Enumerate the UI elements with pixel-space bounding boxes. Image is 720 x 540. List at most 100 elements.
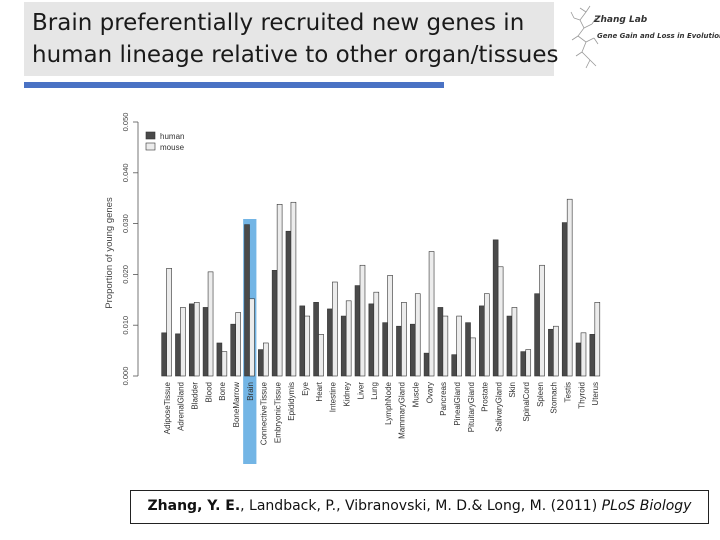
bar-human-Stomach — [548, 328, 554, 377]
bar-mouse-MammaryGland — [401, 302, 407, 377]
bar-mouse-Eye — [304, 315, 311, 377]
slide-title: Brain preferentially recruited new genes… — [32, 7, 559, 71]
x-tick-label: AdrenalGland — [177, 382, 186, 431]
bar-mouse-Heart — [318, 334, 324, 377]
bar-mouse-Pancreas — [442, 315, 449, 377]
x-tick-label: Heart — [315, 381, 324, 401]
bar-human-Uterus — [589, 334, 596, 377]
citation-rest: , Landback, P., Vibranovski, M. D.& Long… — [240, 498, 602, 514]
bar-human-Bone — [216, 342, 223, 377]
bar-human-Eye — [299, 305, 306, 377]
x-tick-label: Ovary — [425, 382, 434, 403]
bar-mouse-Bladder — [193, 302, 200, 377]
bar-mouse-PinealGland — [456, 315, 462, 377]
bar-mouse-Muscle — [414, 293, 421, 377]
title-background — [24, 2, 554, 76]
bar-human-MammaryGland — [396, 325, 402, 377]
bar-mouse-LymphNode — [387, 275, 393, 377]
legend-swatch-mouse — [145, 142, 156, 151]
x-tick-label: Lung — [370, 382, 379, 400]
bar-human-ConnectiveTissue — [258, 349, 264, 377]
x-tick-label: AdiposeTissue — [163, 381, 172, 434]
slide-title-line-2: human lineage relative to other organ/ti… — [32, 42, 559, 68]
bar-mouse-Testis — [566, 198, 573, 377]
bar-human-AdrenalGland — [175, 333, 181, 377]
bar-mouse-EmbryonicTissue — [276, 203, 283, 377]
bar-human-Pancreas — [437, 307, 444, 377]
bar-mouse-Blood — [207, 271, 214, 377]
x-tick-label: PinealGland — [453, 382, 462, 426]
bar-mouse-Intestine — [332, 281, 338, 377]
bar-mouse-Lung — [373, 291, 380, 377]
x-tick-label: Kidney — [342, 382, 351, 406]
x-tick-label: Stomach — [550, 382, 559, 414]
bar-mouse-Spleen — [539, 264, 545, 377]
bar-human-BoneMarrow — [230, 323, 236, 377]
bar-human-Testis — [561, 222, 568, 377]
x-tick-label: SalivaryGland — [494, 382, 503, 432]
bar-mouse-AdiposeTissue — [166, 268, 172, 377]
x-tick-label: Spleen — [536, 382, 545, 407]
x-tick-label: LymphNode — [384, 381, 393, 424]
bar-mouse-PituitaryGland — [470, 337, 476, 377]
y-tick-label: 0.010 — [121, 316, 130, 335]
bar-human-AdiposeTissue — [161, 332, 167, 377]
bar-mouse-AdrenalGland — [180, 307, 186, 377]
bar-human-Muscle — [409, 323, 416, 377]
bar-human-EmbryonicTissue — [271, 270, 278, 377]
bar-mouse-SpinalCord — [525, 349, 532, 377]
x-tick-label: Prostate — [481, 381, 490, 411]
bar-mouse-Ovary — [428, 251, 435, 377]
slide-title-line-1: Brain preferentially recruited new genes… — [32, 10, 525, 36]
bar-human-Prostate — [479, 305, 485, 377]
legend-label-human: human — [160, 132, 184, 141]
x-tick-label: Liver — [356, 382, 365, 400]
y-tick-label: 0.030 — [121, 214, 130, 233]
y-tick-label: 0.020 — [121, 265, 130, 284]
bar-human-Heart — [313, 302, 319, 377]
x-tick-label: Thyroid — [577, 382, 586, 409]
y-tick-label: 0.050 — [121, 113, 130, 132]
bar-mouse-Stomach — [553, 325, 559, 377]
legend-swatch-human — [145, 131, 156, 140]
bar-human-SalivaryGland — [492, 239, 499, 377]
bar-mouse-ConnectiveTissue — [263, 342, 269, 377]
bar-human-Spleen — [534, 293, 540, 377]
bar-human-Thyroid — [575, 342, 582, 377]
bar-mouse-Prostate — [484, 293, 490, 377]
x-tick-label: PituitaryGland — [467, 382, 476, 432]
logo-lab-name: Zhang Lab — [594, 15, 648, 25]
x-tick-label: ConnectiveTissue — [260, 381, 269, 445]
x-tick-label: Uterus — [591, 382, 600, 406]
bar-mouse-Uterus — [594, 302, 601, 377]
bar-mouse-BoneMarrow — [235, 312, 241, 377]
x-tick-label: Bladder — [191, 382, 200, 410]
bar-mouse-SalivaryGland — [497, 266, 504, 377]
x-tick-label: Brain — [246, 382, 255, 401]
bar-human-Kidney — [340, 315, 347, 377]
y-tick-label: 0.040 — [121, 163, 130, 182]
bar-human-Brain — [244, 224, 250, 377]
x-tick-label: BoneMarrow — [232, 382, 241, 428]
x-tick-label: Intestine — [329, 381, 338, 412]
zhang-lab-logo-icon — [570, 5, 599, 69]
bar-human-Bladder — [188, 303, 195, 377]
bar-mouse-Skin — [511, 307, 518, 377]
bar-mouse-Epididymis — [290, 201, 297, 377]
bar-human-Ovary — [423, 352, 430, 377]
x-tick-label: Epididymis — [287, 382, 296, 421]
bar-human-Epididymis — [285, 230, 292, 377]
x-tick-label: Skin — [508, 382, 517, 398]
bar-human-PituitaryGland — [465, 322, 471, 377]
legend-label-mouse: mouse — [160, 143, 185, 152]
bar-mouse-Bone — [221, 351, 228, 377]
title-accent-rule — [24, 82, 444, 88]
bar-human-Skin — [506, 315, 513, 377]
x-tick-label: Muscle — [412, 381, 421, 407]
bar-mouse-Brain — [249, 298, 255, 377]
x-tick-label: Eye — [301, 381, 310, 395]
x-tick-label: Bone — [218, 381, 227, 400]
bar-human-SpinalCord — [520, 351, 527, 377]
bar-human-PinealGland — [451, 354, 457, 377]
bar-human-Blood — [202, 307, 209, 377]
